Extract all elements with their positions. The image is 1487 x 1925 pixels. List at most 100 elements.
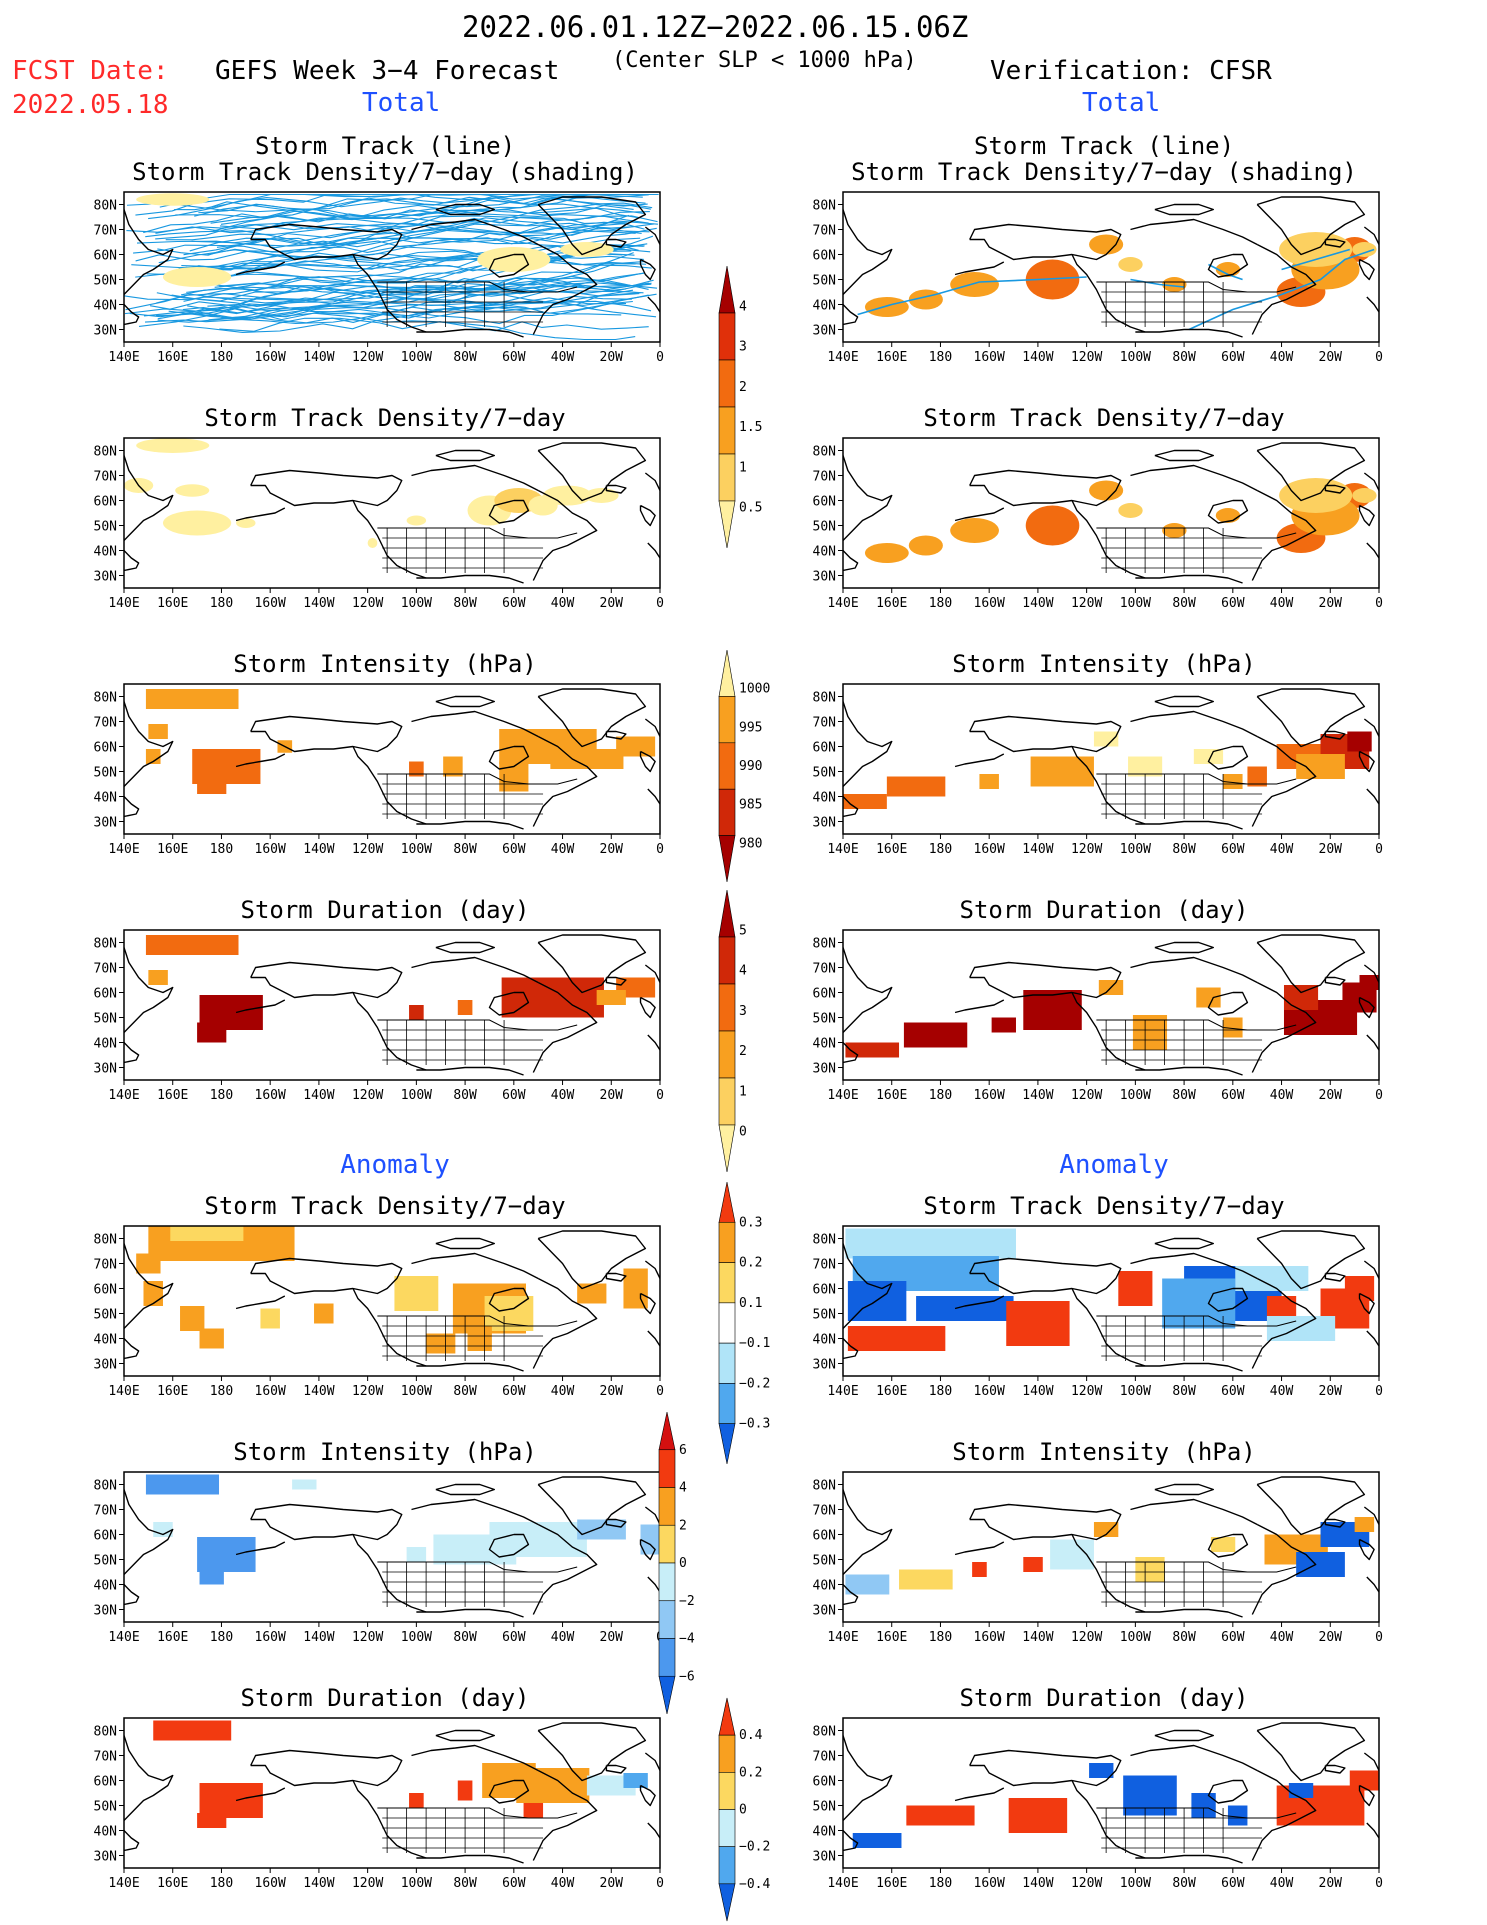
svg-text:4: 4: [739, 964, 747, 979]
svg-text:70N: 70N: [813, 1504, 836, 1519]
svg-text:30N: 30N: [94, 816, 117, 831]
svg-text:140W: 140W: [303, 596, 334, 611]
svg-text:160W: 160W: [974, 1630, 1005, 1645]
svg-text:60N: 60N: [94, 741, 117, 756]
svg-text:160E: 160E: [157, 842, 188, 857]
slp-subtitle: (Center SLP < 1000 hPa): [612, 48, 917, 73]
svg-text:140E: 140E: [108, 1876, 139, 1891]
right-track-line-title: Storm Track (line): [973, 132, 1235, 160]
svg-text:60W: 60W: [1221, 1384, 1245, 1399]
svg-text:60N: 60N: [94, 1283, 117, 1298]
svg-text:140W: 140W: [1022, 596, 1053, 611]
map-total-duration-verification: 80N 70N 60N 50N 40N 30N 140E 160E 180 160W 140W 120…: [813, 929, 1383, 1103]
svg-text:0: 0: [1375, 1384, 1383, 1399]
svg-text:20W: 20W: [600, 350, 624, 365]
svg-text:−0.3: −0.3: [739, 1417, 770, 1432]
svg-text:40N: 40N: [94, 1825, 117, 1840]
map-total-intensity-verification: 80N 70N 60N 50N 40N 30N 140E 160E 180 160W 140W 120…: [813, 683, 1383, 857]
right-duration-title: Storm Duration (day): [959, 896, 1249, 924]
svg-text:70N: 70N: [94, 1258, 117, 1273]
map-total-density-forecast: 80N 70N 60N 50N 40N 30N 140E 160E 180 160W 140W 120…: [94, 437, 664, 611]
svg-text:40W: 40W: [1270, 596, 1294, 611]
colorbar-density-total: 4 3 2 1.5 1 0.5: [718, 265, 762, 549]
svg-text:80W: 80W: [453, 1384, 477, 1399]
svg-text:180: 180: [929, 350, 952, 365]
svg-text:160E: 160E: [876, 350, 907, 365]
svg-text:80W: 80W: [453, 350, 477, 365]
svg-text:160E: 160E: [876, 596, 907, 611]
right-density-title: Storm Track Density/7−day: [923, 404, 1285, 432]
svg-text:2: 2: [739, 1044, 747, 1059]
svg-text:140E: 140E: [827, 1630, 858, 1645]
svg-text:6: 6: [679, 1443, 687, 1458]
svg-text:80W: 80W: [453, 1630, 477, 1645]
svg-text:80W: 80W: [1172, 1384, 1196, 1399]
svg-text:140E: 140E: [108, 842, 139, 857]
svg-text:1000: 1000: [739, 682, 770, 697]
svg-text:60W: 60W: [1221, 596, 1245, 611]
colorbar-duration-anomaly: 0.4 0.2 0 −0.2 −0.4: [718, 1697, 770, 1922]
svg-text:100W: 100W: [1120, 1088, 1151, 1103]
svg-text:120W: 120W: [1071, 842, 1102, 857]
svg-text:60N: 60N: [94, 249, 117, 264]
svg-text:30N: 30N: [94, 1358, 117, 1373]
svg-text:995: 995: [739, 720, 762, 735]
svg-text:40W: 40W: [1270, 1630, 1294, 1645]
svg-text:100W: 100W: [1120, 1876, 1151, 1891]
svg-text:0: 0: [1375, 1088, 1383, 1103]
svg-text:60W: 60W: [1221, 842, 1245, 857]
svg-text:160W: 160W: [974, 842, 1005, 857]
svg-text:20W: 20W: [1319, 1876, 1343, 1891]
svg-text:80W: 80W: [1172, 1630, 1196, 1645]
svg-text:140W: 140W: [1022, 1088, 1053, 1103]
svg-text:160W: 160W: [974, 596, 1005, 611]
svg-text:70N: 70N: [813, 716, 836, 731]
svg-text:40N: 40N: [813, 299, 836, 314]
svg-text:140E: 140E: [827, 1876, 858, 1891]
svg-text:60N: 60N: [813, 987, 836, 1002]
svg-text:20W: 20W: [1319, 1384, 1343, 1399]
svg-text:50N: 50N: [94, 1308, 117, 1323]
svg-text:20W: 20W: [1319, 596, 1343, 611]
svg-text:−0.2: −0.2: [739, 1840, 770, 1855]
svg-text:80W: 80W: [453, 1088, 477, 1103]
left-track-shading-title: Storm Track Density/7−day (shading): [132, 158, 638, 186]
svg-text:80N: 80N: [813, 445, 836, 460]
svg-text:180: 180: [929, 842, 952, 857]
svg-text:20W: 20W: [600, 1876, 624, 1891]
svg-text:50N: 50N: [94, 520, 117, 535]
svg-text:180: 180: [210, 350, 233, 365]
svg-text:50N: 50N: [813, 1012, 836, 1027]
map-anom-duration-forecast: 80N 70N 60N 50N 40N 30N 140E 160E 180 160W 140W 120…: [94, 1717, 664, 1891]
svg-text:3: 3: [739, 1004, 747, 1019]
svg-text:180: 180: [929, 1630, 952, 1645]
svg-text:80N: 80N: [94, 1479, 117, 1494]
svg-text:80N: 80N: [94, 1725, 117, 1740]
svg-text:160E: 160E: [157, 350, 188, 365]
svg-text:160E: 160E: [157, 1088, 188, 1103]
svg-text:60N: 60N: [813, 741, 836, 756]
svg-text:40N: 40N: [94, 299, 117, 314]
svg-text:2: 2: [739, 380, 747, 395]
right-anom-duration-title: Storm Duration (day): [959, 1684, 1249, 1712]
right-anomaly-label: Anomaly: [1059, 1150, 1169, 1180]
map-total-intensity-forecast: 80N 70N 60N 50N 40N 30N 140E 160E 180 160W 140W 120…: [94, 683, 664, 857]
svg-text:70N: 70N: [94, 1504, 117, 1519]
svg-text:80N: 80N: [813, 937, 836, 952]
svg-text:140E: 140E: [827, 1384, 858, 1399]
svg-text:30N: 30N: [94, 1850, 117, 1865]
svg-text:80N: 80N: [94, 199, 117, 214]
svg-text:30N: 30N: [94, 1062, 117, 1077]
map-anom-density-forecast: 80N 70N 60N 50N 40N 30N 140E 160E 180 160W 140W 120…: [94, 1225, 664, 1399]
svg-text:140E: 140E: [827, 842, 858, 857]
svg-text:40W: 40W: [551, 350, 575, 365]
svg-text:100W: 100W: [401, 1630, 432, 1645]
svg-text:100W: 100W: [401, 842, 432, 857]
svg-text:980: 980: [739, 836, 762, 851]
svg-text:180: 180: [929, 1876, 952, 1891]
svg-text:70N: 70N: [813, 1750, 836, 1765]
colorbar-intensity-anomaly: 6 4 2 0 −2 −4 −6: [658, 1411, 695, 1715]
left-total-label: Total: [362, 88, 441, 118]
svg-text:160E: 160E: [876, 1630, 907, 1645]
svg-text:40N: 40N: [94, 1037, 117, 1052]
